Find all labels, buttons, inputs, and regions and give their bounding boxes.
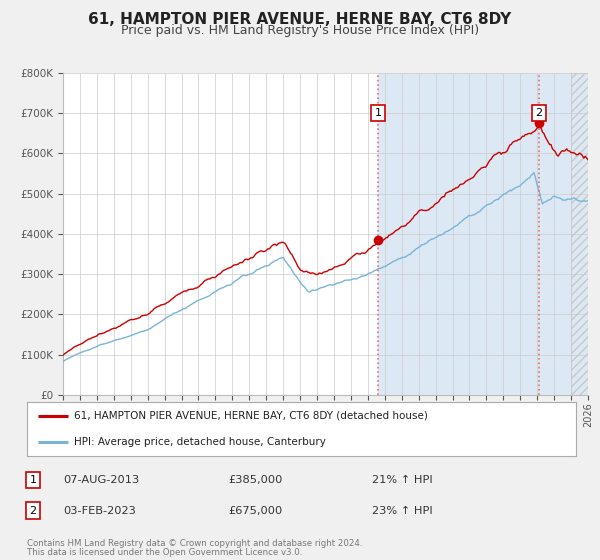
- Text: 07-AUG-2013: 07-AUG-2013: [63, 475, 139, 485]
- Text: £675,000: £675,000: [228, 506, 282, 516]
- Text: Price paid vs. HM Land Registry's House Price Index (HPI): Price paid vs. HM Land Registry's House …: [121, 24, 479, 36]
- Text: 21% ↑ HPI: 21% ↑ HPI: [372, 475, 433, 485]
- Text: 03-FEB-2023: 03-FEB-2023: [63, 506, 136, 516]
- Text: Contains HM Land Registry data © Crown copyright and database right 2024.: Contains HM Land Registry data © Crown c…: [27, 539, 362, 548]
- Text: 2: 2: [29, 506, 37, 516]
- Text: 61, HAMPTON PIER AVENUE, HERNE BAY, CT6 8DY (detached house): 61, HAMPTON PIER AVENUE, HERNE BAY, CT6 …: [74, 411, 428, 421]
- Text: 2: 2: [535, 108, 542, 118]
- Text: 61, HAMPTON PIER AVENUE, HERNE BAY, CT6 8DY: 61, HAMPTON PIER AVENUE, HERNE BAY, CT6 …: [88, 12, 512, 27]
- Text: This data is licensed under the Open Government Licence v3.0.: This data is licensed under the Open Gov…: [27, 548, 302, 557]
- Bar: [571, 73, 600, 395]
- Text: 1: 1: [374, 108, 382, 118]
- Text: 23% ↑ HPI: 23% ↑ HPI: [372, 506, 433, 516]
- Text: £385,000: £385,000: [228, 475, 283, 485]
- Text: 1: 1: [29, 475, 37, 485]
- Bar: [378, 73, 600, 395]
- Text: HPI: Average price, detached house, Canterbury: HPI: Average price, detached house, Cant…: [74, 437, 326, 447]
